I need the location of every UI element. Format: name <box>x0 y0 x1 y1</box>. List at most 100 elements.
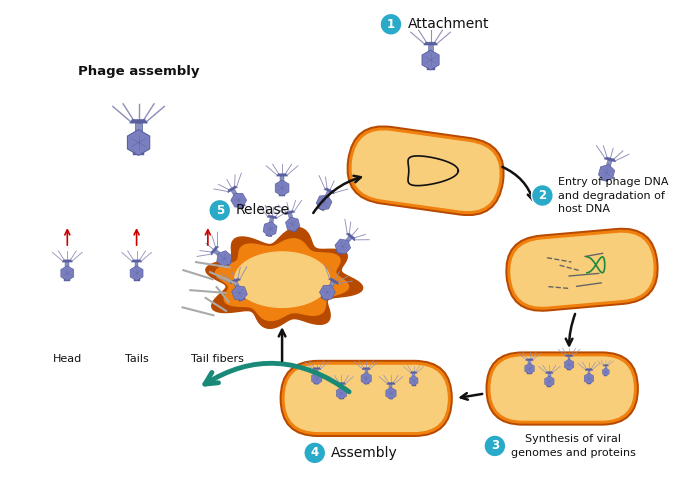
Polygon shape <box>585 369 593 370</box>
Polygon shape <box>547 384 551 387</box>
Polygon shape <box>134 149 143 155</box>
Polygon shape <box>424 42 438 45</box>
Polygon shape <box>206 228 363 328</box>
FancyBboxPatch shape <box>282 362 451 435</box>
Polygon shape <box>409 376 418 385</box>
Polygon shape <box>604 157 615 162</box>
Polygon shape <box>280 176 284 192</box>
Circle shape <box>304 442 326 464</box>
Polygon shape <box>64 277 70 281</box>
Polygon shape <box>346 233 355 241</box>
Polygon shape <box>135 262 139 277</box>
Polygon shape <box>231 193 246 207</box>
Polygon shape <box>62 260 72 262</box>
Polygon shape <box>599 164 615 181</box>
FancyArrowPatch shape <box>461 393 482 400</box>
FancyBboxPatch shape <box>510 233 654 307</box>
Polygon shape <box>427 65 434 70</box>
Text: 2: 2 <box>538 189 546 202</box>
Polygon shape <box>525 359 533 360</box>
Polygon shape <box>234 281 243 298</box>
Polygon shape <box>428 45 433 65</box>
Polygon shape <box>364 382 369 384</box>
Polygon shape <box>216 239 349 321</box>
Polygon shape <box>548 373 551 384</box>
FancyBboxPatch shape <box>349 127 503 214</box>
Text: Attachment: Attachment <box>408 17 489 31</box>
Polygon shape <box>312 373 322 384</box>
Circle shape <box>209 199 230 221</box>
Text: Phage assembly: Phage assembly <box>78 65 199 78</box>
Polygon shape <box>584 373 594 384</box>
Polygon shape <box>267 215 277 219</box>
Text: 4: 4 <box>310 446 319 460</box>
FancyBboxPatch shape <box>491 356 634 421</box>
Polygon shape <box>134 277 140 281</box>
Polygon shape <box>587 370 590 381</box>
Polygon shape <box>528 371 532 374</box>
Polygon shape <box>276 174 287 176</box>
Polygon shape <box>275 180 289 196</box>
Polygon shape <box>316 195 332 210</box>
Polygon shape <box>604 374 608 376</box>
Polygon shape <box>338 382 346 384</box>
Polygon shape <box>231 189 242 205</box>
Polygon shape <box>230 278 241 284</box>
Polygon shape <box>216 251 232 266</box>
Text: Tail fibers: Tail fibers <box>191 354 244 364</box>
Polygon shape <box>315 382 319 384</box>
Polygon shape <box>61 266 74 281</box>
Polygon shape <box>413 373 415 383</box>
Polygon shape <box>388 396 393 399</box>
Polygon shape <box>324 188 334 194</box>
FancyBboxPatch shape <box>347 125 505 216</box>
Polygon shape <box>339 396 344 399</box>
Text: Assembly: Assembly <box>331 446 397 460</box>
Polygon shape <box>129 119 148 123</box>
Polygon shape <box>267 218 274 233</box>
Polygon shape <box>587 381 591 384</box>
Polygon shape <box>285 217 300 231</box>
Polygon shape <box>238 202 246 209</box>
Polygon shape <box>603 365 608 366</box>
Polygon shape <box>412 383 416 385</box>
Text: Entry of phage DNA
and degradation of
host DNA: Entry of phage DNA and degradation of ho… <box>558 177 669 214</box>
Polygon shape <box>422 50 439 70</box>
Text: 1: 1 <box>387 18 395 31</box>
Polygon shape <box>336 387 347 399</box>
Polygon shape <box>329 278 338 285</box>
Text: Tails: Tails <box>125 354 148 364</box>
Polygon shape <box>361 373 372 384</box>
Polygon shape <box>528 360 531 371</box>
FancyArrowPatch shape <box>566 314 575 345</box>
Polygon shape <box>279 192 285 196</box>
Polygon shape <box>132 260 142 262</box>
Polygon shape <box>335 247 342 255</box>
Circle shape <box>380 13 402 35</box>
Polygon shape <box>565 355 573 356</box>
Polygon shape <box>318 205 325 211</box>
Polygon shape <box>339 236 352 251</box>
Polygon shape <box>365 370 367 382</box>
FancyBboxPatch shape <box>505 228 658 312</box>
Polygon shape <box>65 262 69 277</box>
Polygon shape <box>525 363 535 374</box>
Text: Head: Head <box>53 354 82 364</box>
Polygon shape <box>340 384 343 396</box>
Polygon shape <box>238 296 245 301</box>
Polygon shape <box>321 294 329 300</box>
FancyArrowPatch shape <box>313 176 361 213</box>
Polygon shape <box>603 160 612 177</box>
Polygon shape <box>362 368 370 370</box>
Polygon shape <box>214 249 228 263</box>
Polygon shape <box>321 191 331 207</box>
Polygon shape <box>232 286 247 300</box>
Polygon shape <box>313 368 321 370</box>
Polygon shape <box>335 239 351 254</box>
FancyBboxPatch shape <box>507 230 657 310</box>
Polygon shape <box>324 281 335 297</box>
Polygon shape <box>568 356 571 367</box>
Polygon shape <box>544 376 554 387</box>
Circle shape <box>532 185 553 206</box>
FancyBboxPatch shape <box>487 354 637 424</box>
